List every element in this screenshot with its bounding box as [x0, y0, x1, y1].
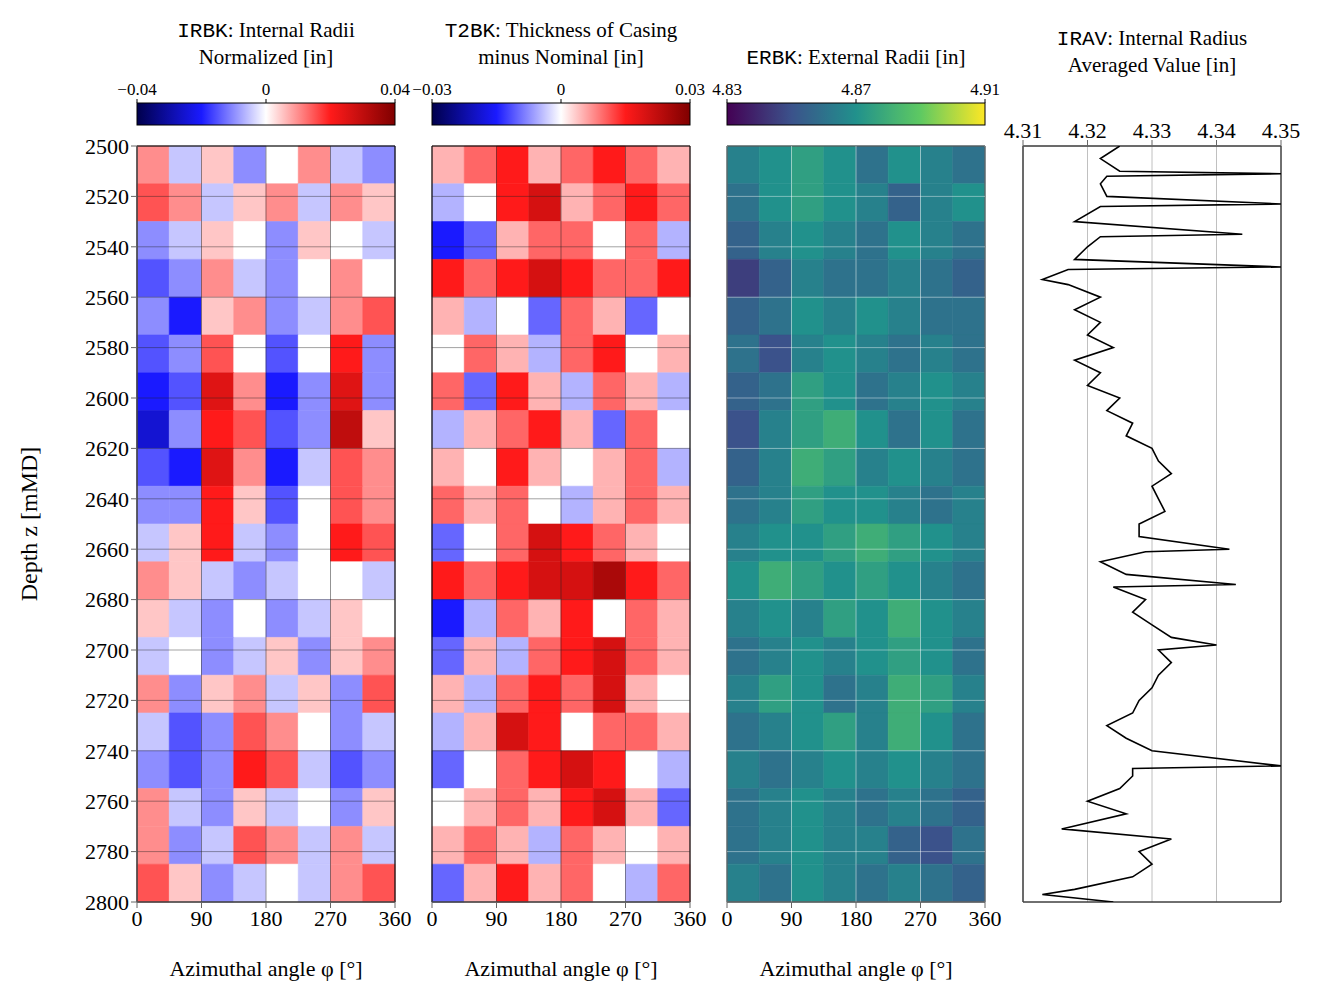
svg-text:4.91: 4.91 [970, 80, 1000, 99]
svg-text:4.35: 4.35 [1262, 118, 1301, 143]
svg-text:4.83: 4.83 [712, 80, 742, 99]
svg-text:4.34: 4.34 [1197, 118, 1236, 143]
svg-text:ERBK: External Radii [in]: ERBK: External Radii [in] [747, 45, 966, 70]
svg-text:2520: 2520 [85, 184, 129, 209]
svg-text:0: 0 [262, 80, 271, 99]
svg-text:180: 180 [545, 906, 578, 931]
svg-text:Averaged Value [in]: Averaged Value [in] [1068, 53, 1236, 77]
svg-text:90: 90 [781, 906, 803, 931]
svg-text:4.31: 4.31 [1004, 118, 1043, 143]
svg-text:2580: 2580 [85, 335, 129, 360]
svg-text:360: 360 [379, 906, 412, 931]
svg-text:IRAV: Internal Radius: IRAV: Internal Radius [1057, 26, 1247, 51]
svg-text:0: 0 [427, 906, 438, 931]
svg-text:−0.03: −0.03 [412, 80, 451, 99]
svg-text:−0.04: −0.04 [117, 80, 157, 99]
svg-text:2720: 2720 [85, 688, 129, 713]
svg-text:IRBK: Internal Radii: IRBK: Internal Radii [177, 18, 355, 43]
svg-text:2660: 2660 [85, 537, 129, 562]
svg-text:0: 0 [722, 906, 733, 931]
svg-text:90: 90 [191, 906, 213, 931]
svg-text:4.33: 4.33 [1133, 118, 1172, 143]
svg-text:90: 90 [486, 906, 508, 931]
svg-text:2700: 2700 [85, 638, 129, 663]
svg-text:180: 180 [250, 906, 283, 931]
svg-text:270: 270 [609, 906, 642, 931]
svg-text:4.32: 4.32 [1068, 118, 1107, 143]
svg-text:Normalized [in]: Normalized [in] [199, 45, 334, 69]
svg-text:2680: 2680 [85, 587, 129, 612]
svg-text:360: 360 [674, 906, 707, 931]
svg-text:2500: 2500 [85, 134, 129, 159]
svg-text:2780: 2780 [85, 839, 129, 864]
svg-text:0: 0 [557, 80, 566, 99]
svg-text:4.87: 4.87 [841, 80, 871, 99]
svg-text:0.03: 0.03 [675, 80, 705, 99]
svg-text:2620: 2620 [85, 436, 129, 461]
svg-text:0.04: 0.04 [380, 80, 410, 99]
svg-text:2800: 2800 [85, 890, 129, 915]
svg-text:minus Nominal [in]: minus Nominal [in] [478, 45, 644, 69]
svg-text:2600: 2600 [85, 386, 129, 411]
svg-text:2560: 2560 [85, 285, 129, 310]
svg-text:180: 180 [840, 906, 873, 931]
svg-text:360: 360 [969, 906, 1002, 931]
svg-text:T2BK: Thickness of Casing: T2BK: Thickness of Casing [445, 18, 678, 43]
svg-text:2760: 2760 [85, 789, 129, 814]
svg-text:2540: 2540 [85, 235, 129, 260]
svg-text:Azimuthal angle φ [°]: Azimuthal angle φ [°] [464, 956, 657, 981]
svg-text:270: 270 [904, 906, 937, 931]
svg-text:2640: 2640 [85, 487, 129, 512]
svg-text:0: 0 [132, 906, 143, 931]
svg-text:Azimuthal angle φ [°]: Azimuthal angle φ [°] [759, 956, 952, 981]
svg-text:Azimuthal angle φ [°]: Azimuthal angle φ [°] [169, 956, 362, 981]
svg-text:270: 270 [314, 906, 347, 931]
svg-text:Depth z [mMD]: Depth z [mMD] [16, 447, 42, 602]
svg-text:2740: 2740 [85, 739, 129, 764]
